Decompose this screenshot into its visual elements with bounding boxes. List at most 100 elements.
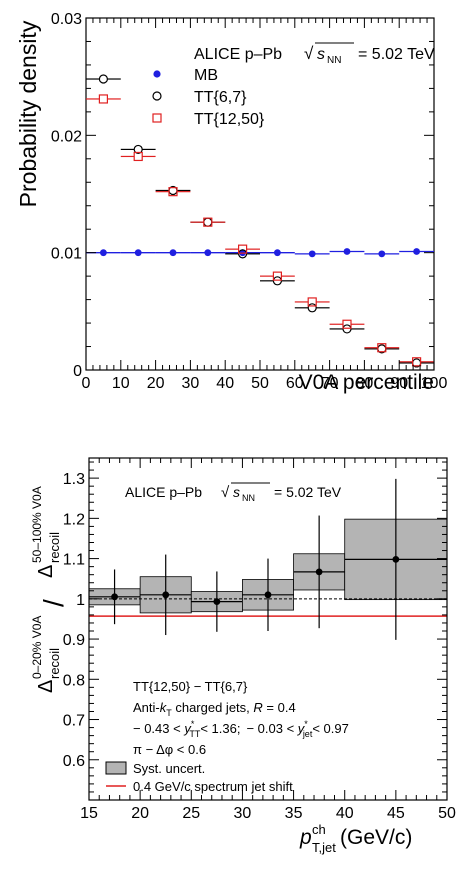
top-y-axis-label: Probability density — [15, 20, 41, 207]
data-point-mb — [378, 250, 386, 258]
svg-text:T,jet: T,jet — [312, 840, 336, 855]
bottom-x-tick-label: 45 — [387, 805, 405, 822]
data-point-mb — [413, 248, 420, 255]
data-point-tt67 — [133, 144, 143, 155]
legend-marker-mb — [153, 70, 161, 78]
bottom-info-text: TT{12,50} − TT{6,7} Anti-kT charged jets… — [133, 679, 349, 757]
svg-text:Δ: Δ — [35, 565, 57, 578]
top-x-tick-label: 80 — [356, 375, 374, 392]
bottom-y-tick-label: 0.7 — [63, 713, 85, 730]
svg-text:p: p — [299, 826, 312, 849]
bottom-x-tick-label: 25 — [182, 805, 200, 822]
legend-label-mb: MB — [194, 67, 218, 84]
legend-syst-label: Syst. uncert. — [133, 761, 205, 776]
top-header-s: s — [317, 46, 325, 63]
bottom-plot-frame — [88, 457, 448, 801]
top-legend: MB TT{6,7} TT{12,50} — [152, 67, 265, 128]
data-point-tt1250 — [412, 357, 422, 367]
data-point-tt1250 — [133, 151, 143, 162]
top-x-tick-label: 30 — [182, 375, 200, 392]
bottom-header-prefix: ALICE p–Pb — [125, 484, 202, 500]
svg-text:50–100% V0A: 50–100% V0A — [30, 486, 44, 563]
bottom-x-tick-label: 30 — [234, 805, 252, 822]
data-point-tt67 — [203, 217, 213, 227]
bottom-panel: 15 20 25 30 35 40 45 50 0.6 0.7 0.8 0.9 1 1.1 1.2 1.3 A… — [30, 457, 456, 855]
data-point-mb — [274, 249, 281, 257]
ratio-data-point — [264, 591, 272, 599]
ratio-data-point — [315, 568, 323, 576]
data-point-mb — [169, 249, 177, 257]
top-plot-frame — [85, 17, 435, 371]
data-point-tt1250 — [272, 271, 282, 281]
info-selection: TT{12,50} − TT{6,7} — [133, 679, 248, 694]
bottom-x-tick-label: 15 — [80, 805, 98, 822]
data-point-tt1250 — [342, 319, 352, 329]
bottom-legend: Syst. uncert. 0.4 GeV/c spectrum jet shi… — [105, 761, 293, 794]
top-header-prefix: ALICE p–Pb — [194, 46, 282, 63]
bottom-y-tick-label: 0.9 — [63, 632, 85, 649]
bottom-y-tick-label: 0.6 — [63, 753, 85, 770]
legend-label-tt1250: TT{12,50} — [194, 111, 265, 128]
data-point-tt1250 — [377, 343, 387, 353]
data-point-tt67 — [342, 324, 352, 334]
legend-label-tt67: TT{6,7} — [194, 89, 247, 106]
bottom-y-tick-label: 1.3 — [63, 471, 85, 488]
top-x-tick-label: 0 — [82, 375, 91, 392]
data-point-mb — [204, 249, 212, 257]
bottom-header: ALICE p–Pb √ s NN = 5.02 TeV — [125, 482, 342, 503]
bottom-x-tick-label: 35 — [285, 805, 303, 822]
bottom-header-energy: = 5.02 TeV — [274, 484, 342, 500]
ratio-data-point — [162, 591, 170, 599]
data-point-mb — [343, 248, 351, 255]
svg-text:0–20% V0A: 0–20% V0A — [30, 616, 44, 679]
svg-text:Δ: Δ — [35, 680, 57, 693]
top-y-tick-label: 0.02 — [51, 128, 82, 145]
top-y-tick-label: 0.01 — [51, 246, 82, 263]
data-point-mb — [134, 249, 142, 257]
top-y-tick-label: 0 — [73, 363, 82, 380]
data-point-tt1250 — [98, 94, 109, 104]
data-point-tt67 — [307, 303, 317, 313]
bottom-y-tick-label: 1 — [76, 592, 85, 609]
bottom-header-s: s — [233, 484, 240, 500]
top-y-tick-label: 0.03 — [51, 11, 82, 28]
bottom-x-tick-label: 20 — [131, 805, 149, 822]
bottom-header-nn: NN — [242, 493, 255, 503]
bottom-x-axis-label: p ch T,jet (GeV/c) — [299, 822, 412, 855]
data-point-tt1250 — [203, 217, 213, 227]
info-rapidity: − 0.43 < y* TT< 1.36; − 0.03 < y* jet< 0.97 — [133, 719, 349, 739]
data-point-tt1250 — [307, 297, 317, 307]
info-dphi: π − Δφ < 0.6 — [133, 742, 206, 757]
ratio-data-point — [111, 593, 118, 601]
svg-text:ch: ch — [312, 822, 326, 837]
top-x-axis-label: V0A percentile — [299, 371, 434, 394]
top-header-nn: NN — [327, 55, 341, 66]
legend-shift-label: 0.4 GeV/c spectrum jet shift — [133, 779, 293, 794]
top-x-tick-label: 90 — [390, 375, 408, 392]
bottom-y-axis-label: Δ recoil 0–20% V0A / Δ recoil 50–100% V0… — [30, 486, 69, 693]
bottom-x-tick-label: 50 — [438, 805, 456, 822]
ratio-data-point — [213, 598, 221, 606]
legend-syst-box — [105, 761, 127, 775]
bottom-y-tick-label: 1.1 — [63, 552, 85, 569]
data-point-tt1250 — [238, 244, 248, 254]
legend-marker-tt1250 — [152, 113, 162, 123]
svg-text:/: / — [38, 599, 69, 607]
top-x-tick-label: 40 — [216, 375, 234, 392]
top-header-sqrt: √ — [304, 44, 314, 63]
legend-marker-tt67 — [152, 91, 162, 101]
bottom-y-tick-label: 1.2 — [63, 511, 85, 528]
data-point-tt67 — [98, 74, 109, 84]
ratio-data-point — [392, 555, 400, 563]
data-point-tt1250 — [168, 187, 178, 197]
bottom-x-tick-label: 40 — [336, 805, 354, 822]
data-point-mb — [100, 249, 107, 257]
data-point-tt67 — [238, 249, 248, 259]
data-point-tt67 — [272, 276, 282, 286]
top-x-tick-label: 10 — [112, 375, 130, 392]
svg-text:recoil: recoil — [47, 532, 62, 563]
top-header-energy: = 5.02 TeV — [358, 46, 435, 63]
top-panel: 0 10 20 30 40 50 60 70 80 90 100 0 0.01 0.02 0.03 Prob… — [15, 11, 447, 394]
top-x-tick-label: 60 — [286, 375, 304, 392]
